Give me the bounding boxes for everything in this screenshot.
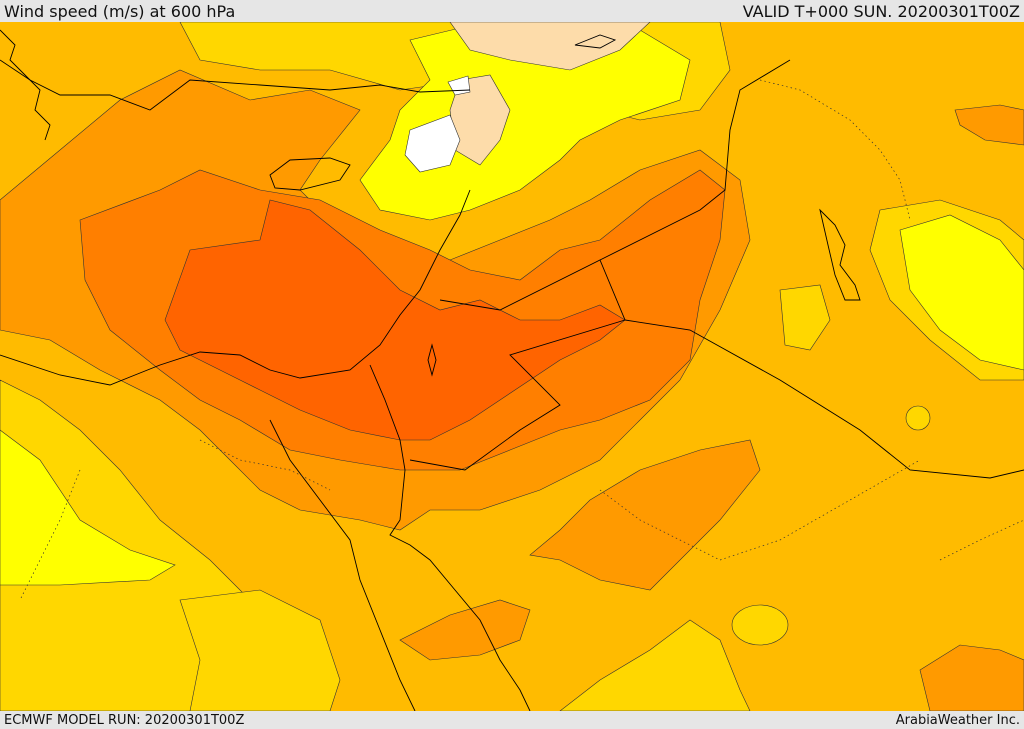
band-yellow-orange-ne [779,284,831,351]
band-yellow-west [0,429,176,586]
coastline-caspian [819,208,861,301]
map-area[interactable] [0,22,1024,711]
map-header: Wind speed (m/s) at 600 hPa VALID T+000 … [0,0,1024,22]
band-orange-far-east [954,104,1024,146]
valid-time: VALID T+000 SUN. 20200301T00Z [742,1,1020,21]
coastline-aegean [0,29,51,141]
coastline-north [0,59,471,111]
band-yellow-orange-west [0,379,331,711]
boundary-lines [0,29,1024,711]
band-yellow-orange-sw [179,589,341,711]
band-yellow-orange-spot [731,604,789,646]
band-orange-redsea [399,599,531,661]
coastline-red-sea [389,469,531,711]
coastline-cyprus [269,157,351,191]
wind-speed-map [0,22,1024,711]
map-footer: ECMWF MODEL RUN: 20200301T00Z ArabiaWeat… [0,711,1024,729]
border-jordan [409,259,626,471]
internal-boundaries [19,79,1024,601]
border-sinai [369,364,406,471]
band-light-peach [449,22,651,71]
border-iraq [599,59,791,261]
coastline-med [0,189,471,386]
coastline-gulf-suez [269,419,416,711]
band-yellow-orange-south [559,619,751,711]
band-orange-se-corner [919,644,1024,711]
credit-text: ArabiaWeather Inc. [895,712,1020,728]
coastline-black-sea [574,34,617,49]
border-saudi-iraq [624,319,1024,479]
band-yellow-east [899,214,1024,371]
band-yellow-orange-spot-2 [905,405,931,431]
model-run: ECMWF MODEL RUN: 20200301T00Z [4,712,245,728]
band-red-orange-core [164,199,626,441]
coastline-dead-sea [427,343,437,377]
band-orange-se [529,439,761,591]
map-title: Wind speed (m/s) at 600 hPa [4,1,236,21]
band-white [404,114,461,173]
